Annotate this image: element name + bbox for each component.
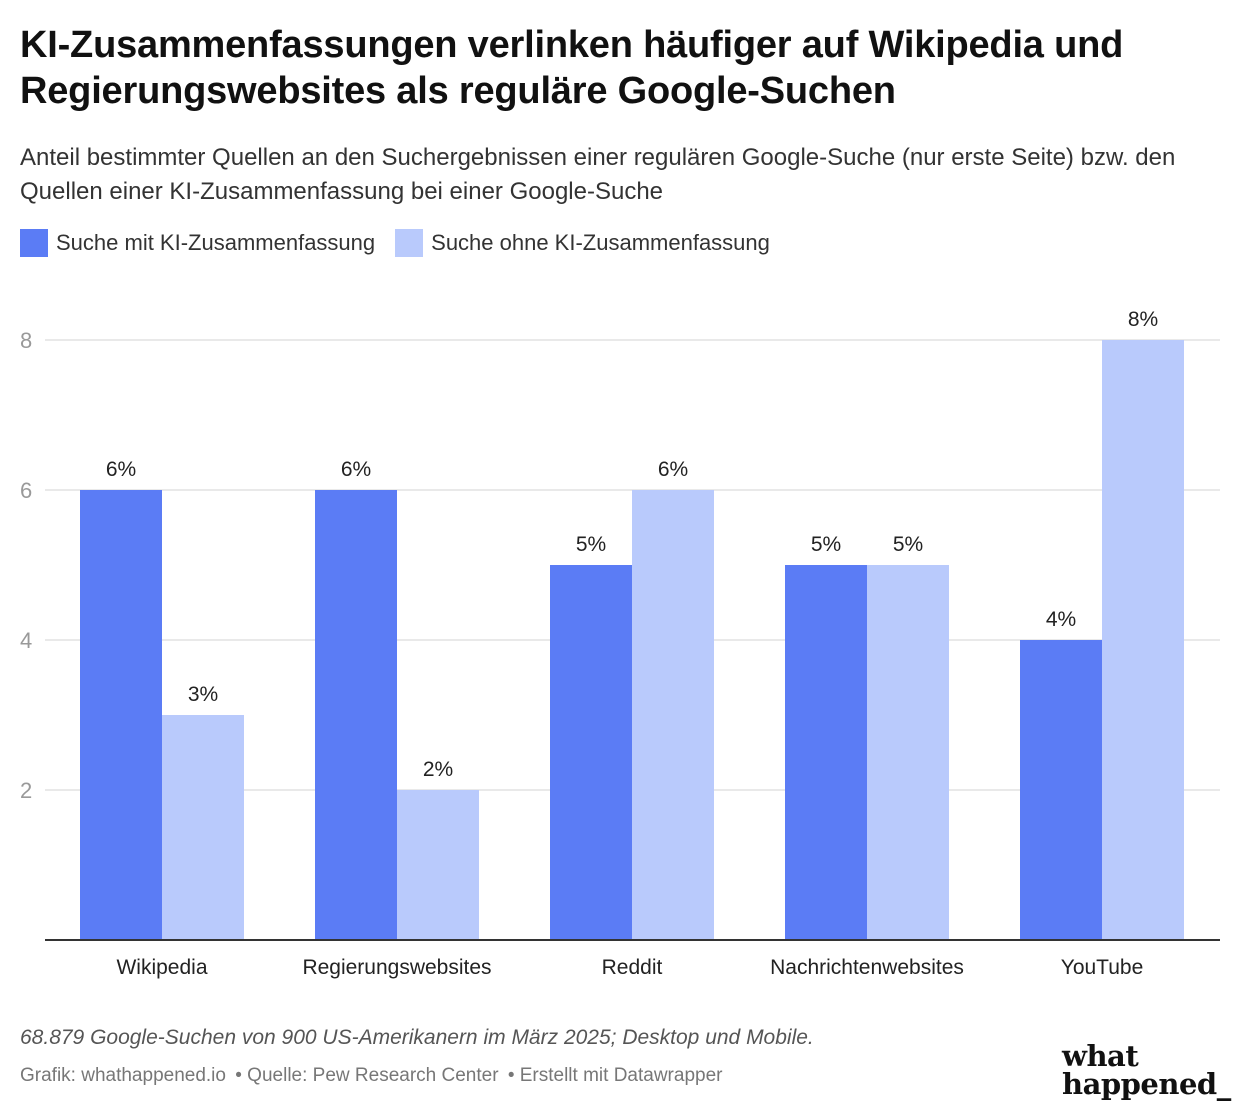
- byline: Grafik: whathappened.io • Quelle: Pew Re…: [20, 1065, 726, 1087]
- y-tick-label-2: 2: [20, 778, 32, 803]
- legend-label-without-ai: Suche ohne KI-Zusammenfassung: [431, 230, 770, 255]
- legend-swatch-without-ai: [395, 229, 424, 257]
- bar-chart: 2 4 6 8 6% 3% Wikipedia 6% 2% Regierungswebsites 5…: [20, 308, 1220, 979]
- data-label-nachrichtenwebsites-series-2: 5%: [893, 533, 923, 556]
- bar-youtube-series-2: [1102, 340, 1184, 940]
- data-label-nachrichtenwebsites-series-1: 5%: [811, 533, 841, 556]
- data-label-reddit-series-2: 6%: [658, 458, 688, 481]
- x-tick-label-reddit: Reddit: [602, 956, 663, 979]
- byline-graphic: Grafik: whathappened.io: [20, 1065, 226, 1086]
- whathappened-logo: what happened_: [1062, 1039, 1231, 1101]
- x-tick-label-youtube: YouTube: [1061, 956, 1144, 979]
- x-tick-label-nachrichtenwebsites: Nachrichtenwebsites: [770, 956, 964, 979]
- bar-youtube-series-1: [1020, 640, 1102, 940]
- bar-wikipedia-series-1: [80, 490, 162, 940]
- byline-source: • Quelle: Pew Research Center: [235, 1065, 499, 1086]
- legend-item-without-ai: Suche ohne KI-Zusammenfassung: [395, 229, 770, 257]
- bar-reddit-series-2: [632, 490, 714, 940]
- chart-notes: 68.879 Google-Suchen von 900 US-Amerikan…: [20, 1026, 814, 1049]
- byline-tool: • Erstellt mit Datawrapper: [507, 1065, 723, 1086]
- chart-title: KI-Zusammenfassungen verlinken häufiger …: [20, 24, 1124, 112]
- legend: Suche mit KI-Zusammenfassung Suche ohne …: [20, 229, 790, 257]
- data-label-regierungswebsites-series-1: 6%: [341, 458, 371, 481]
- bar-wikipedia-series-2: [162, 715, 244, 940]
- x-tick-label-regierungswebsites: Regierungswebsites: [302, 956, 491, 979]
- y-tick-label-4: 4: [20, 628, 32, 653]
- data-label-youtube-series-2: 8%: [1128, 308, 1158, 331]
- legend-label-with-ai: Suche mit KI-Zusammenfassung: [56, 230, 376, 255]
- data-label-wikipedia-series-2: 3%: [188, 683, 218, 706]
- data-label-reddit-series-1: 5%: [576, 533, 606, 556]
- legend-item-with-ai: Suche mit KI-Zusammenfassung: [20, 229, 375, 257]
- bar-regierungswebsites-series-1: [315, 490, 397, 940]
- data-label-regierungswebsites-series-2: 2%: [423, 758, 453, 781]
- logo-line-2: happened_: [1062, 1067, 1231, 1101]
- y-tick-label-6: 6: [20, 478, 32, 503]
- bar-reddit-series-1: [550, 565, 632, 940]
- data-label-wikipedia-series-1: 6%: [106, 458, 136, 481]
- bar-nachrichtenwebsites-series-1: [785, 565, 867, 940]
- chart-subtitle: Anteil bestimmter Quellen an den Sucherg…: [20, 144, 1176, 205]
- data-label-youtube-series-1: 4%: [1046, 608, 1076, 631]
- logo-line-1: what: [1062, 1039, 1139, 1073]
- y-tick-label-8: 8: [20, 328, 32, 353]
- x-tick-label-wikipedia: Wikipedia: [116, 956, 207, 979]
- legend-swatch-with-ai: [20, 229, 48, 257]
- bar-regierungswebsites-series-2: [397, 790, 479, 940]
- bar-nachrichtenwebsites-series-2: [867, 565, 949, 940]
